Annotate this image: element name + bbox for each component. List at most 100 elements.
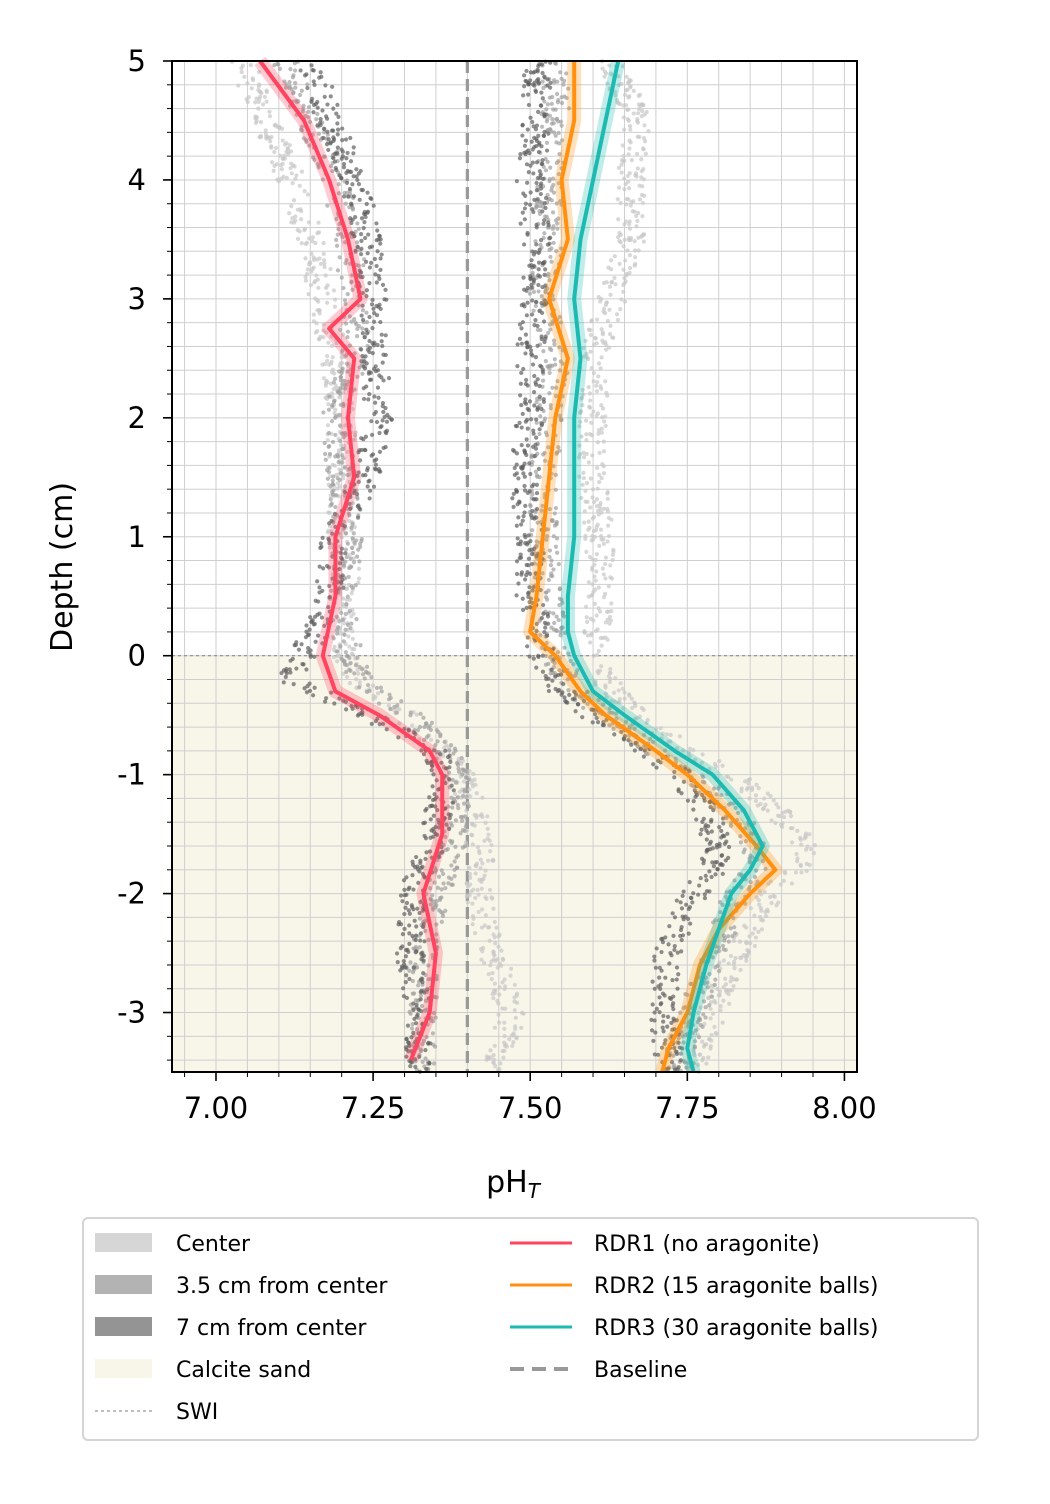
scatter-point	[364, 361, 369, 366]
scatter-point	[340, 604, 345, 609]
scatter-point	[398, 946, 403, 951]
scatter-point	[549, 121, 555, 126]
scatter-point	[519, 443, 524, 448]
scatter-point	[305, 271, 310, 276]
scatter-point	[696, 1062, 701, 1068]
scatter-point	[700, 990, 706, 995]
scatter-point	[416, 983, 421, 988]
scatter-point	[538, 363, 543, 368]
x-tick-label: 7.25	[341, 1091, 406, 1125]
scatter-point	[264, 99, 269, 104]
scatter-point	[619, 729, 624, 735]
scatter-point	[489, 842, 494, 848]
scatter-point	[562, 695, 567, 700]
scatter-point	[488, 1048, 493, 1053]
scatter-point	[459, 755, 464, 761]
scatter-point	[321, 335, 326, 340]
scatter-point	[284, 666, 289, 672]
scatter-point	[492, 919, 497, 925]
scatter-point	[525, 635, 530, 640]
scatter-point	[712, 761, 718, 767]
scatter-point	[633, 171, 639, 176]
scatter-point	[354, 616, 359, 622]
scatter-point	[553, 394, 559, 399]
scatter-point	[614, 312, 620, 317]
scatter-point	[588, 633, 594, 638]
scatter-point	[632, 248, 638, 253]
scatter-point	[367, 391, 372, 397]
scatter-point	[523, 193, 528, 199]
scatter-point	[716, 786, 721, 791]
scatter-point	[351, 556, 356, 561]
scatter-point	[410, 1022, 415, 1027]
scatter-point	[591, 379, 596, 384]
scatter-point	[377, 430, 382, 436]
scatter-point	[657, 1010, 662, 1015]
scatter-point	[525, 644, 530, 649]
scatter-point	[731, 938, 736, 944]
scatter-point	[675, 950, 680, 955]
scatter-point	[499, 948, 504, 953]
scatter-point	[642, 123, 647, 128]
scatter-point	[551, 107, 556, 112]
scatter-point	[603, 591, 608, 597]
scatter-point	[347, 314, 352, 319]
scatter-point	[618, 240, 623, 245]
series-line-1	[258, 59, 445, 1061]
scatter-point	[371, 696, 376, 702]
scatter-point	[698, 876, 703, 881]
scatter-point	[467, 769, 472, 774]
scatter-point	[418, 899, 423, 905]
scatter-point	[610, 710, 615, 715]
scatter-point	[280, 161, 285, 166]
scatter-point	[335, 631, 340, 636]
scatter-point	[589, 420, 594, 425]
scatter-point	[236, 83, 241, 88]
scatter-point	[348, 556, 353, 561]
scatter-point	[342, 240, 348, 245]
scatter-point	[408, 960, 413, 965]
scatter-point	[694, 817, 699, 822]
scatter-point	[591, 528, 596, 534]
scatter-point	[325, 129, 330, 134]
scatter-point	[524, 417, 530, 422]
scatter-point	[363, 214, 368, 220]
scatter-point	[303, 278, 308, 283]
scatter-point	[395, 959, 400, 965]
scatter-point	[331, 386, 336, 392]
scatter-point	[541, 133, 547, 138]
scatter-point	[375, 249, 380, 254]
y-tick-label: -3	[117, 996, 146, 1030]
scatter-point	[542, 112, 547, 117]
scatter-point	[422, 1008, 427, 1013]
scatter-point	[323, 273, 328, 278]
scatter-point	[349, 319, 354, 324]
scatter-point	[334, 243, 340, 248]
scatter-point	[417, 910, 422, 916]
scatter-point	[594, 524, 599, 530]
scatter-point	[591, 371, 597, 376]
scatter-point	[340, 446, 345, 452]
scatter-point	[608, 563, 613, 568]
scatter-point	[475, 844, 481, 850]
scatter-point	[447, 748, 452, 753]
scatter-point	[353, 663, 359, 668]
scatter-point	[584, 549, 589, 555]
scatter-point	[296, 647, 302, 652]
scatter-point	[534, 665, 539, 670]
scatter-point	[343, 547, 348, 552]
scatter-point	[421, 752, 427, 757]
scatter-point	[333, 432, 338, 438]
scatter-point	[321, 376, 327, 381]
scatter-point	[621, 283, 626, 288]
scatter-point	[517, 156, 522, 161]
scatter-point	[706, 995, 711, 1000]
scatter-point	[404, 1037, 409, 1042]
scatter-point	[522, 400, 528, 405]
scatter-point	[759, 892, 764, 897]
scatter-point	[322, 440, 327, 446]
scatter-point	[349, 545, 355, 550]
scatter-point	[715, 986, 720, 992]
scatter-point	[302, 189, 307, 194]
scatter-point	[464, 794, 469, 799]
